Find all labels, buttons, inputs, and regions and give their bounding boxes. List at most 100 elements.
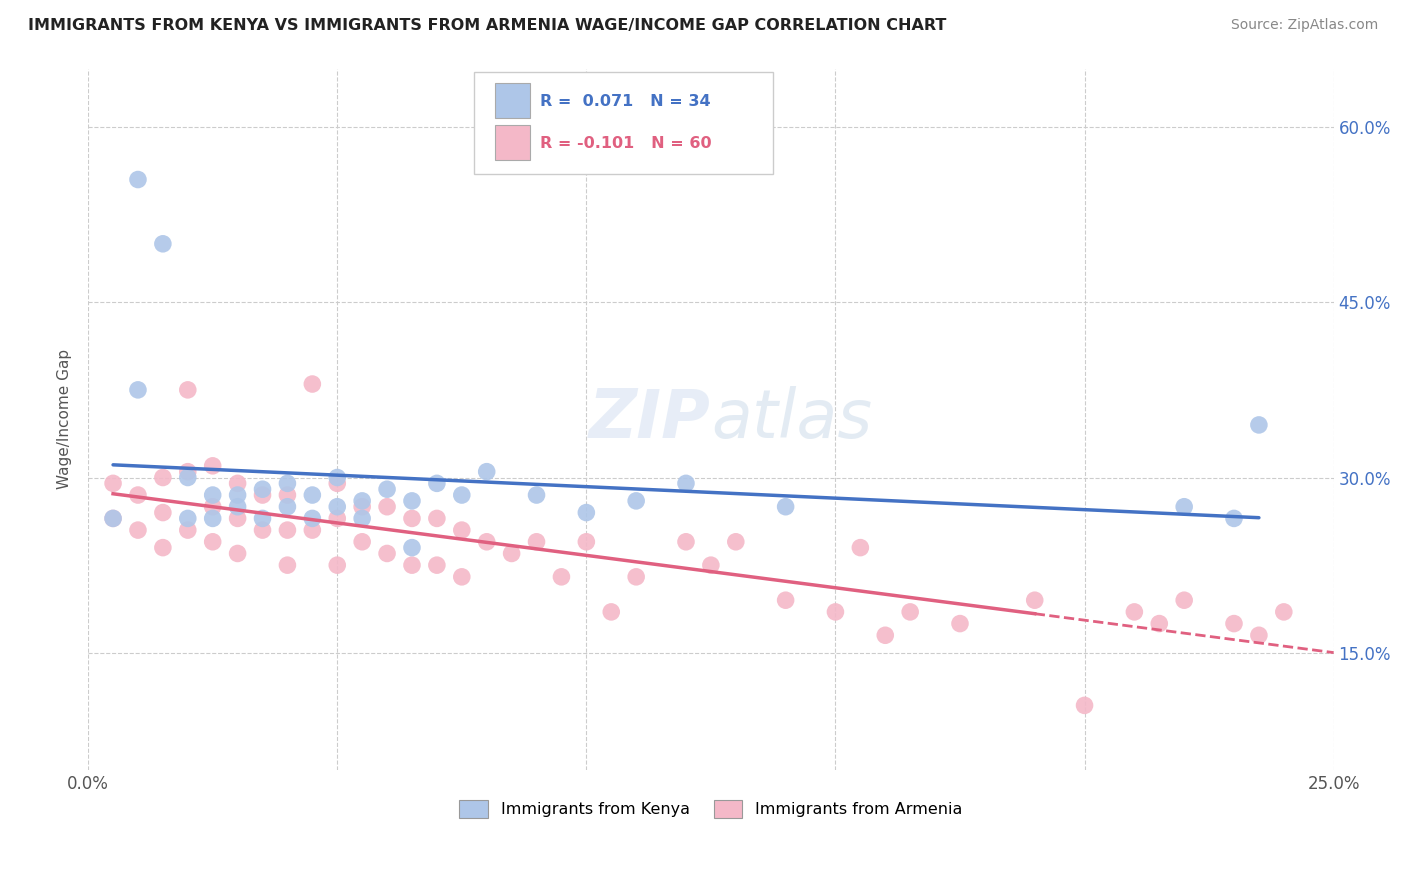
- Point: [1173, 593, 1195, 607]
- Text: Source: ZipAtlas.com: Source: ZipAtlas.com: [1230, 18, 1378, 32]
- Point: [177, 470, 200, 484]
- Point: [276, 476, 298, 491]
- Point: [201, 500, 224, 514]
- Point: [700, 558, 723, 573]
- Point: [352, 494, 374, 508]
- Point: [624, 494, 647, 508]
- Point: [276, 523, 298, 537]
- Point: [401, 541, 423, 555]
- Point: [375, 546, 398, 560]
- Point: [675, 476, 697, 491]
- Point: [600, 605, 623, 619]
- Point: [475, 534, 498, 549]
- Point: [375, 500, 398, 514]
- Point: [1024, 593, 1046, 607]
- Point: [201, 458, 224, 473]
- Point: [1223, 511, 1246, 525]
- Point: [949, 616, 972, 631]
- Point: [252, 523, 274, 537]
- Point: [326, 470, 349, 484]
- FancyBboxPatch shape: [495, 125, 530, 161]
- Point: [624, 570, 647, 584]
- Point: [1247, 628, 1270, 642]
- Point: [252, 488, 274, 502]
- FancyBboxPatch shape: [474, 72, 773, 174]
- Point: [450, 523, 472, 537]
- Point: [201, 534, 224, 549]
- Point: [152, 236, 174, 251]
- Point: [352, 534, 374, 549]
- Point: [226, 476, 249, 491]
- Point: [152, 506, 174, 520]
- Point: [1123, 605, 1146, 619]
- Point: [127, 383, 149, 397]
- Point: [352, 511, 374, 525]
- Point: [1073, 698, 1095, 713]
- Point: [575, 534, 598, 549]
- Point: [1173, 500, 1195, 514]
- Point: [401, 511, 423, 525]
- Point: [226, 511, 249, 525]
- Point: [550, 570, 572, 584]
- Point: [326, 511, 349, 525]
- Point: [127, 172, 149, 186]
- Point: [252, 511, 274, 525]
- Point: [426, 476, 449, 491]
- Point: [775, 500, 797, 514]
- Point: [301, 488, 323, 502]
- Point: [101, 511, 124, 525]
- Text: atlas: atlas: [711, 386, 872, 452]
- Point: [450, 488, 472, 502]
- Point: [326, 476, 349, 491]
- Text: R = -0.101   N = 60: R = -0.101 N = 60: [540, 136, 711, 151]
- Point: [352, 500, 374, 514]
- Point: [301, 511, 323, 525]
- Point: [375, 482, 398, 496]
- Point: [101, 476, 124, 491]
- Point: [152, 470, 174, 484]
- Point: [1149, 616, 1171, 631]
- Point: [226, 488, 249, 502]
- Point: [177, 511, 200, 525]
- Point: [326, 500, 349, 514]
- Point: [724, 534, 747, 549]
- Point: [1223, 616, 1246, 631]
- Point: [226, 500, 249, 514]
- Point: [152, 541, 174, 555]
- Point: [252, 482, 274, 496]
- Point: [127, 488, 149, 502]
- Point: [127, 523, 149, 537]
- Point: [201, 488, 224, 502]
- Point: [875, 628, 897, 642]
- Point: [177, 465, 200, 479]
- Point: [276, 488, 298, 502]
- Y-axis label: Wage/Income Gap: Wage/Income Gap: [58, 349, 72, 489]
- Point: [276, 500, 298, 514]
- Point: [824, 605, 846, 619]
- Point: [526, 488, 548, 502]
- Point: [301, 377, 323, 392]
- Point: [326, 558, 349, 573]
- Point: [177, 383, 200, 397]
- Point: [1247, 417, 1270, 432]
- Point: [575, 506, 598, 520]
- Point: [898, 605, 921, 619]
- Point: [501, 546, 523, 560]
- Point: [201, 511, 224, 525]
- FancyBboxPatch shape: [495, 83, 530, 119]
- Text: ZIP: ZIP: [589, 386, 711, 452]
- Point: [301, 523, 323, 537]
- Legend: Immigrants from Kenya, Immigrants from Armenia: Immigrants from Kenya, Immigrants from A…: [453, 794, 969, 825]
- Point: [426, 511, 449, 525]
- Point: [450, 570, 472, 584]
- Point: [849, 541, 872, 555]
- Point: [401, 494, 423, 508]
- Point: [101, 511, 124, 525]
- Point: [775, 593, 797, 607]
- Point: [226, 546, 249, 560]
- Text: IMMIGRANTS FROM KENYA VS IMMIGRANTS FROM ARMENIA WAGE/INCOME GAP CORRELATION CHA: IMMIGRANTS FROM KENYA VS IMMIGRANTS FROM…: [28, 18, 946, 33]
- Point: [1272, 605, 1295, 619]
- Point: [401, 558, 423, 573]
- Point: [177, 523, 200, 537]
- Point: [526, 534, 548, 549]
